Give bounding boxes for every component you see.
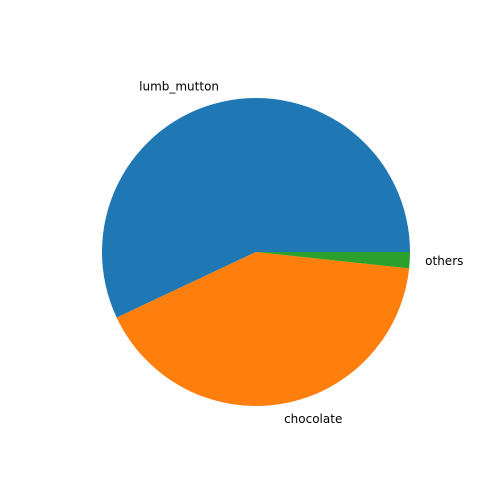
pie-label-lumb-mutton: lumb_mutton — [139, 80, 219, 94]
pie-slice-others — [256, 252, 410, 269]
pie-label-chocolate: chocolate — [284, 412, 342, 426]
pie-label-others: others — [425, 254, 463, 268]
pie-slices — [101, 97, 410, 406]
pie-labels: lumb_mutton chocolate others — [139, 80, 463, 426]
pie-slice-lumb-mutton — [101, 97, 410, 318]
pie-slice-chocolate — [116, 252, 410, 406]
